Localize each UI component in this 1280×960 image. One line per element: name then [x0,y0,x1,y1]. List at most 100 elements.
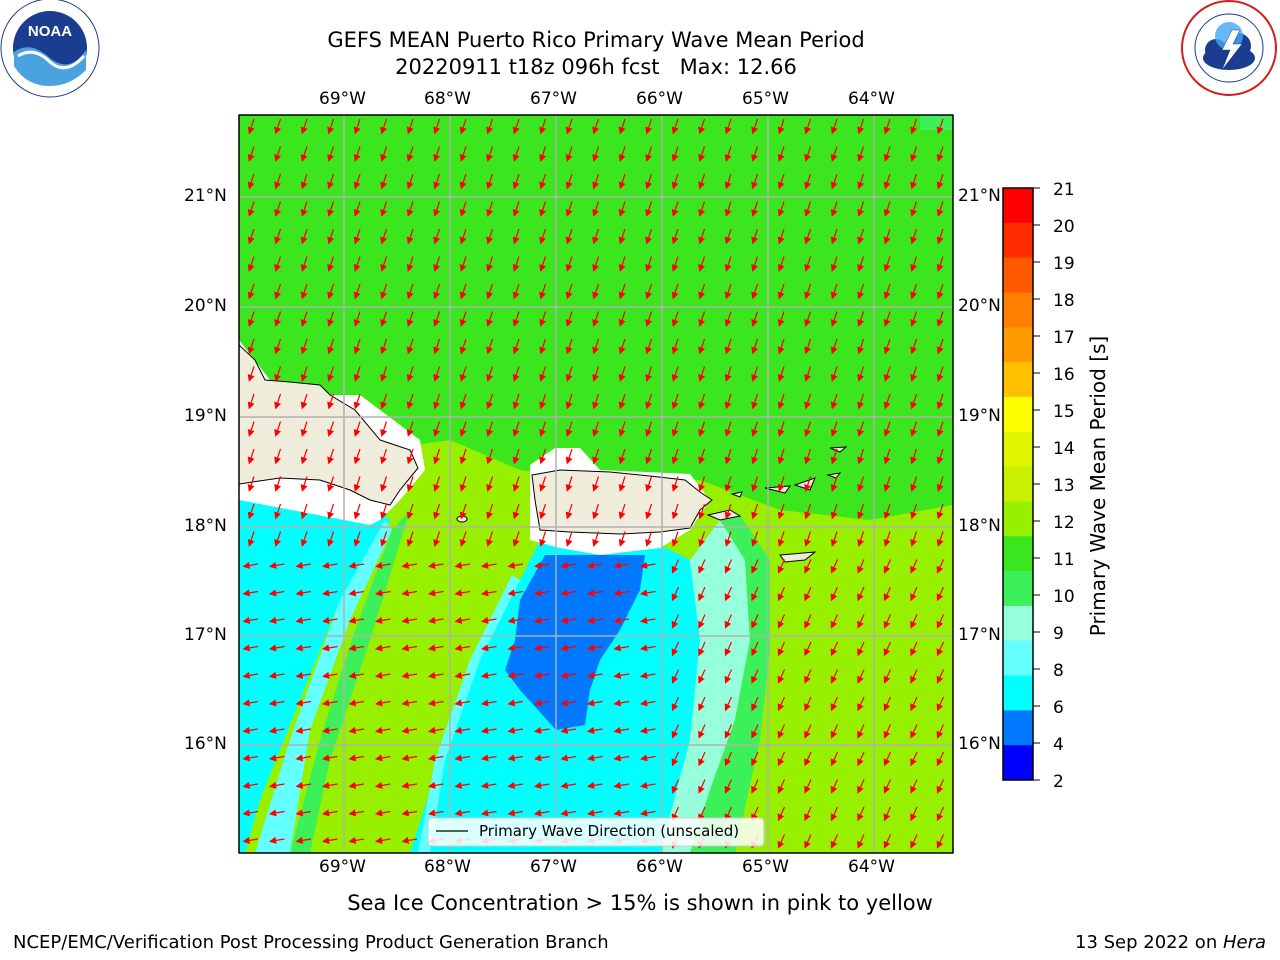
wave-arrow [698,669,706,684]
lat-tick-left: 20°N [184,296,227,316]
wave-arrow [242,644,259,652]
wave-arrow [804,146,812,162]
wave-arrow [671,146,679,162]
wave-arrow [380,146,388,162]
wave-arrow [300,366,308,382]
wave-arrow [857,311,865,327]
wave-arrow [321,561,338,569]
wave-arrow [724,724,733,739]
wave-arrow [539,311,547,327]
wave-arrow [830,256,838,272]
wave-arrow [804,669,812,684]
map-frame [238,114,954,854]
wave-arrow [698,806,706,822]
colorbar-tick: 17 [1053,328,1075,348]
wave-arrow [910,476,918,492]
wave-arrow [724,751,733,767]
wave-arrow [777,779,786,794]
colorbar-segment [1003,466,1033,502]
wave-arrow [427,809,444,817]
colorbar-segment [1003,327,1033,363]
wave-arrow [454,699,471,707]
wave-arrow [454,644,471,652]
wave-arrow [592,118,600,135]
colorbar-tick: 16 [1053,365,1075,385]
footer-host: Hera [1222,932,1266,953]
wave-arrow [486,173,494,190]
wave-arrow [401,726,418,734]
wave-arrow [242,589,259,597]
wave-arrow [936,669,945,684]
wave-arrow [295,809,312,817]
wave-arrow [592,173,600,190]
wave-arrow [910,393,918,410]
wave-arrow [268,809,285,817]
wave-arrow [348,561,365,569]
wave-arrow [507,561,524,569]
wave-arrow [247,201,255,217]
wave-arrow [936,173,944,190]
wave-arrow [512,338,520,355]
wave-arrow [512,531,520,547]
wave-arrow [427,781,444,789]
wave-arrow [804,724,812,739]
wave-arrow [910,421,918,437]
wave-arrow [804,641,812,657]
wave-arrow [565,283,573,300]
wave-arrow [353,421,361,437]
wave-arrow [777,724,786,739]
wave-arrow [507,809,524,817]
wave-arrow [671,586,680,602]
wave-arrow [857,641,865,657]
wave-arrow [910,696,918,712]
wave-arrow [592,531,600,547]
wave-arrow [406,338,414,355]
wave-arrow [592,256,600,272]
colorbar-tick: 19 [1053,254,1075,274]
colorbar-tick: 2 [1053,772,1064,792]
wave-arrow [883,118,891,135]
wave-arrow [777,146,785,162]
wave-arrow [645,201,653,217]
wave-arrow [327,283,335,300]
colorbar-segment [1003,536,1033,572]
lon-tick-top: 69°W [319,89,366,109]
wave-arrow [374,561,391,569]
wave-arrow [586,671,603,679]
wave-arrow [618,283,626,300]
wave-arrow [671,173,679,190]
wave-arrow [857,366,865,382]
wave-arrow [274,173,282,190]
wave-arrow [724,421,732,437]
wave-arrow [560,644,577,652]
wave-arrow [724,476,732,492]
wave-arrow [374,836,391,844]
wave-arrow [374,644,391,652]
wave-arrow [348,836,365,844]
wave-arrow [830,146,838,162]
wave-arrow [406,503,414,520]
wave-arrow [512,146,520,162]
wave-arrow [618,228,626,245]
wave-arrow [698,559,706,574]
lat-tick-right: 17°N [958,625,1001,645]
lon-tick-top: 67°W [530,89,577,109]
wave-arrow [671,421,679,437]
wave-arrow [353,173,361,190]
wave-arrow [804,311,812,327]
wave-arrow [751,393,759,410]
wave-arrow [433,338,441,355]
wave-arrow [883,338,891,355]
wave-arrow [645,421,653,437]
wave-arrow [883,724,892,739]
wave-arrow [327,256,335,272]
wave-arrow [401,561,418,569]
wave-arrow [751,421,759,437]
noaa-logo: NOAA [0,0,100,98]
wave-arrow [857,201,865,217]
wave-arrow [427,644,444,652]
wave-arrow [777,338,785,355]
wave-arrow [247,146,255,162]
wave-arrow [910,724,918,739]
wave-arrow [433,146,441,162]
